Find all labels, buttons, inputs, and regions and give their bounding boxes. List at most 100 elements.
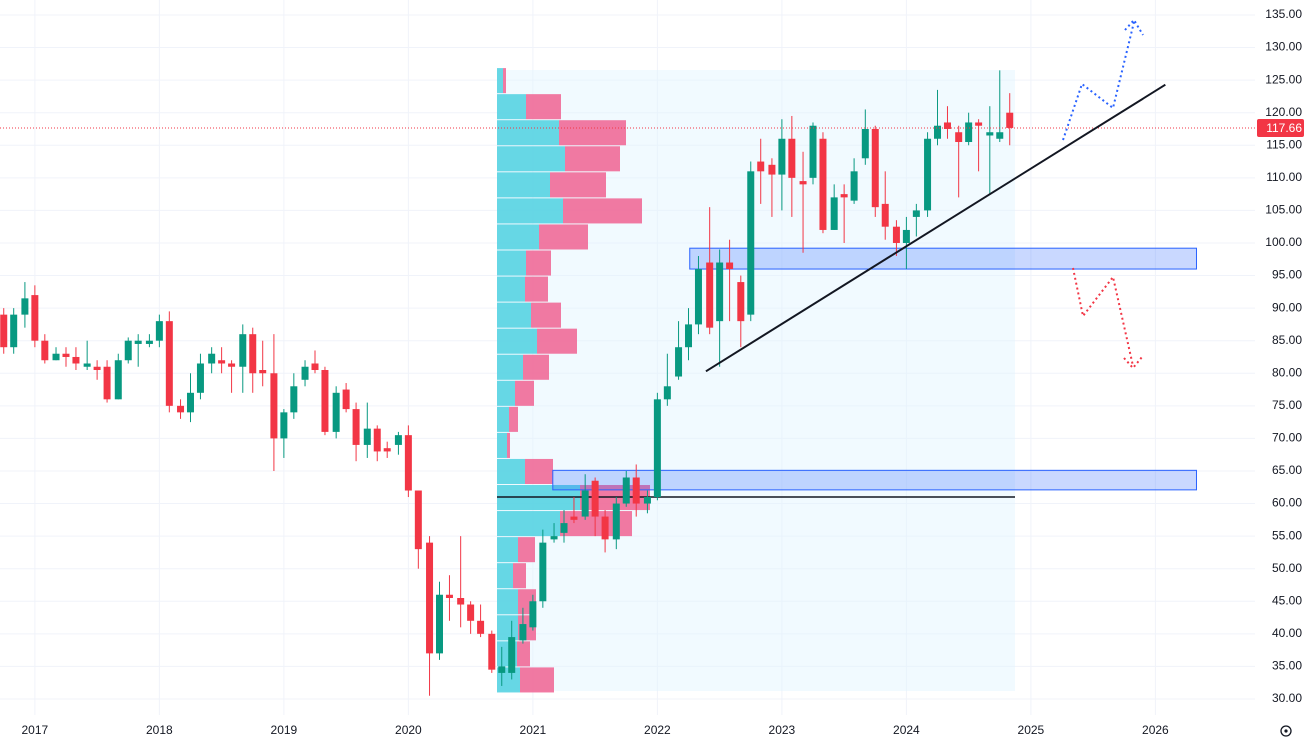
volume-profile [497,68,1015,693]
y-tick-label: 45.00 [1272,593,1302,607]
y-tick-label: 90.00 [1272,300,1302,314]
profile-up-bar [497,406,509,432]
profile-up-bar [497,589,518,615]
candle-body [228,363,236,367]
candle-body [290,386,298,413]
profile-up-bar [497,563,513,589]
profile-up-bar [497,276,525,302]
x-tick-label: 2018 [146,723,173,737]
candle-body [943,122,951,129]
candle-body [581,490,589,517]
profile-down-bar [537,328,577,354]
candle-body [685,324,693,348]
profile-up-bar [497,94,526,120]
settings-button[interactable] [1280,725,1292,737]
candle-body [134,340,142,344]
candle-body [694,269,702,325]
candle-body [550,536,558,540]
candle-body [737,282,745,322]
candle-body [301,366,309,380]
candle-body [560,523,568,533]
candle-body [871,128,879,208]
candle-body [426,542,434,654]
x-tick-label: 2020 [395,723,422,737]
candle-body [165,321,173,406]
candle-body [363,428,371,445]
profile-up-bar [497,120,559,146]
y-tick-label: 70.00 [1272,431,1302,445]
candle-body [819,138,827,230]
candle-body [716,262,724,322]
candle-body [612,503,620,540]
profile-up-bar [497,224,539,250]
x-tick-label: 2025 [1018,723,1045,737]
y-tick-label: 130.00 [1265,40,1302,54]
candle-body [477,620,485,634]
candle-body [768,164,776,175]
y-tick-label: 50.00 [1272,561,1302,575]
candle-body [924,138,932,211]
candle-body [539,542,547,602]
candle-body [41,340,49,361]
candle-body [934,125,942,139]
candle-body [445,594,453,599]
profile-up-bar [497,198,563,224]
candle-body [1006,112,1014,128]
candle-body [643,497,651,504]
candle-body [778,138,786,175]
profile-down-bar [563,198,642,224]
candle-body [591,480,599,517]
candle-body [31,295,39,341]
x-tick-label: 2023 [769,723,796,737]
settings-icon-dot[interactable] [1284,729,1288,733]
candle-body [975,122,983,126]
projection-up-arrowhead [1124,18,1144,36]
y-tick-label: 95.00 [1272,268,1302,282]
profile-down-bar [525,276,548,302]
last-price-label: 117.66 [1266,121,1302,135]
candle-body [155,321,163,341]
candle-body [52,353,60,361]
profile-up-bar [497,146,565,172]
profile-up-bar [497,172,550,198]
profile-down-bar [515,380,534,406]
profile-up-bar [497,667,520,693]
candle-body [892,226,900,243]
profile-up-bar [497,615,518,641]
candle-body [383,448,391,452]
profile-up-bar [497,354,523,380]
candle-body [653,399,661,498]
profile-down-bar [526,250,551,276]
profile-down-bar [559,120,626,146]
candle-body [321,370,329,432]
y-tick-label: 55.00 [1272,528,1302,542]
candle-body [881,203,889,227]
candle-body [0,314,8,348]
profile-down-bar [539,224,588,250]
candle-body [519,624,527,641]
candle-body [965,122,973,143]
x-tick-label: 2026 [1142,723,1169,737]
candle-body [902,229,910,243]
candle-body [601,516,609,540]
y-tick-label: 75.00 [1272,398,1302,412]
candle-body [850,171,858,201]
drawings [705,18,1166,373]
zone [552,469,1197,491]
profile-up-bar [497,432,507,458]
profile-up-bar [497,458,525,485]
x-tick-label: 2021 [520,723,547,737]
candle-body [10,314,18,348]
candle-body [457,598,465,605]
candle-body [72,356,80,364]
candle-body [809,125,817,178]
y-tick-label: 100.00 [1265,235,1302,249]
candle-body [747,171,755,315]
candle-body [352,409,360,445]
candle-body [332,392,340,432]
x-tick-label: 2024 [893,723,920,737]
profile-up-bar [497,302,531,328]
candle-body [467,604,475,621]
settings-icon[interactable] [1280,725,1292,737]
